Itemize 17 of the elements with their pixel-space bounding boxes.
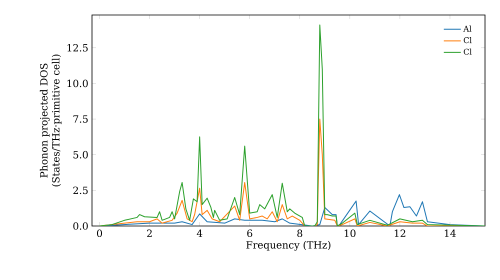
x-tick-label: 0 bbox=[96, 230, 102, 238]
y-tick-label: 2.5 bbox=[73, 186, 88, 194]
y-tick-label: 5.0 bbox=[73, 150, 88, 158]
x-tick-label: 4 bbox=[196, 230, 202, 237]
y-tick-label: 10.0 bbox=[68, 80, 88, 88]
x-tick-label: 14 bbox=[444, 230, 456, 237]
x-tick-label: 6 bbox=[247, 230, 252, 238]
y-tick-label: 7.5 bbox=[73, 115, 88, 123]
y-tick-label: 12.5 bbox=[68, 44, 88, 52]
x-tick-label: 10 bbox=[344, 230, 356, 238]
x-axis-title: Frequency (THz) bbox=[246, 240, 330, 251]
x-tick-label: 12 bbox=[394, 230, 406, 237]
y-axis-title: Phonon projected DOS (States/THz·primitive cell) bbox=[40, 54, 62, 186]
x-tick-label: 8 bbox=[297, 230, 302, 238]
line-series bbox=[99, 24, 486, 226]
x-tick-label: 2 bbox=[147, 230, 152, 237]
y-tick-label: 0.0 bbox=[73, 222, 88, 230]
